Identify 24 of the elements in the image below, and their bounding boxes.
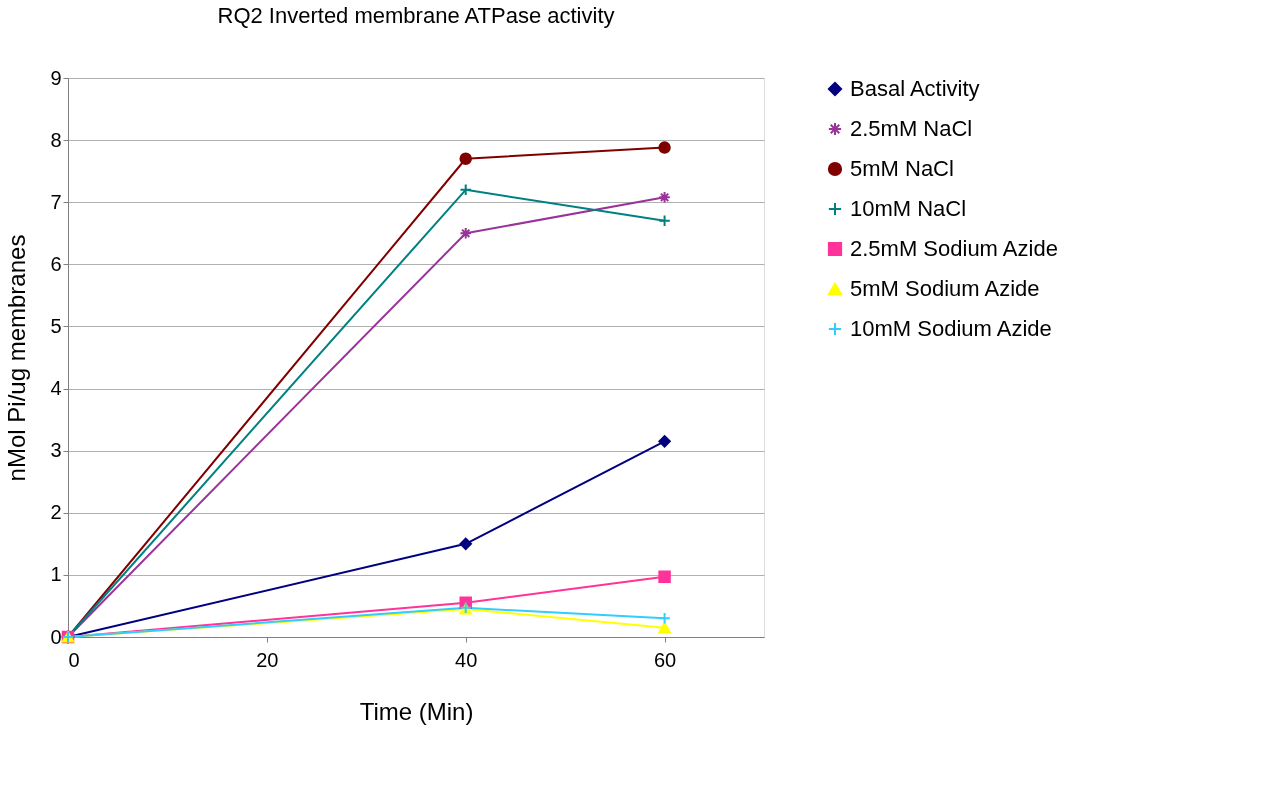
legend-label: Basal Activity xyxy=(850,76,980,101)
x-tick-label: 40 xyxy=(455,648,478,671)
x-tick-label: 20 xyxy=(256,648,279,671)
y-axis-title: nMol Pi/ug membranes xyxy=(3,234,31,482)
legend-label: 10mM Sodium Azide xyxy=(850,316,1052,341)
x-tick-label: 0 xyxy=(68,648,80,671)
legend-label: 2.5mM Sodium Azide xyxy=(850,236,1058,261)
y-tick-label: 1 xyxy=(50,563,62,586)
y-tick-label: 6 xyxy=(50,252,62,275)
y-tick-label: 8 xyxy=(50,128,62,151)
legend-label: 5mM Sodium Azide xyxy=(850,276,1040,301)
y-tick-label: 9 xyxy=(50,66,62,89)
legend-label: 5mM NaCl xyxy=(850,156,954,181)
y-tick-label: 5 xyxy=(50,314,62,337)
legend-label: 2.5mM NaCl xyxy=(850,116,973,141)
chart-title: RQ2 Inverted membrane ATPase activity xyxy=(217,3,615,28)
y-tick-label: 3 xyxy=(50,439,62,462)
legend-label: 10mM NaCl xyxy=(850,196,967,221)
x-axis-title: Time (Min) xyxy=(359,697,474,725)
y-tick-label: 2 xyxy=(50,501,62,524)
y-tick-label: 0 xyxy=(50,625,62,648)
y-tick-label: 4 xyxy=(50,377,62,400)
y-tick-label: 7 xyxy=(50,190,62,213)
x-tick-label: 60 xyxy=(653,648,677,671)
